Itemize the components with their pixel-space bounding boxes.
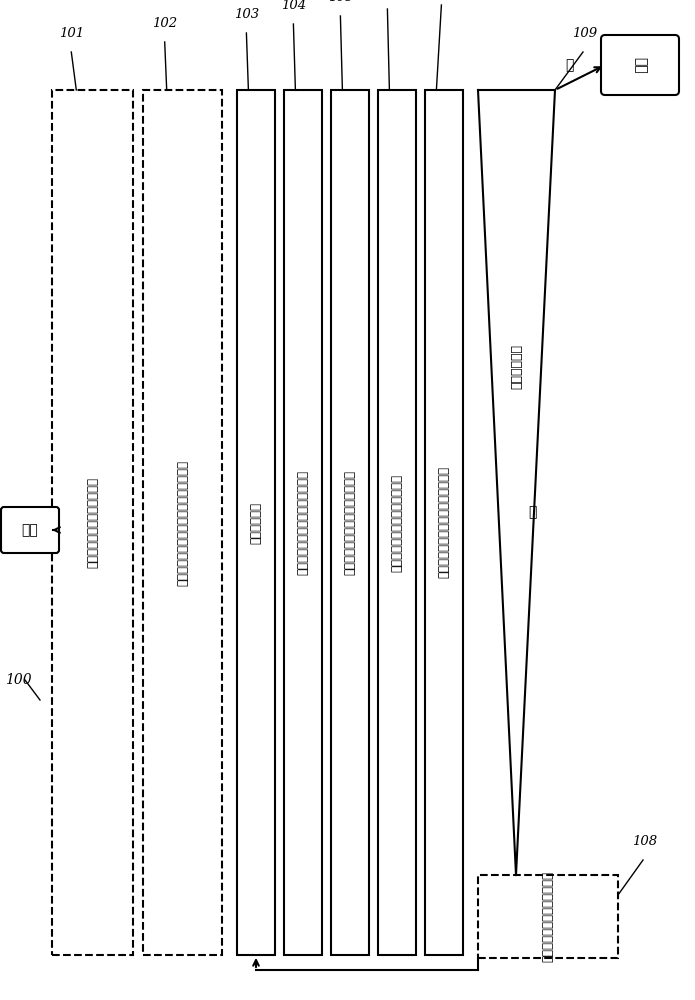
- Bar: [378, 90, 416, 955]
- FancyBboxPatch shape: [601, 35, 679, 95]
- Text: 105: 105: [328, 0, 353, 4]
- Text: 在接通之后经由通信网络建立通信: 在接通之后经由通信网络建立通信: [343, 470, 357, 575]
- Bar: [52, 90, 133, 955]
- Text: 响应于检测到的验证条件接通电流: 响应于检测到的验证条件接通电流: [297, 470, 309, 575]
- Text: 响应于检测到的关断条件来关断电流: 响应于检测到的关断条件来关断电流: [437, 466, 450, 578]
- Text: 响应于检测到的初始关断条件来关断电流: 响应于检测到的初始关断条件来关断电流: [176, 460, 189, 585]
- Text: 检测验证条件: 检测验证条件: [250, 502, 263, 544]
- Text: 109: 109: [573, 27, 598, 40]
- Text: 是: 是: [528, 506, 537, 520]
- Text: 检测针对电流的初始关断条件: 检测针对电流的初始关断条件: [86, 477, 99, 568]
- Bar: [478, 875, 618, 958]
- Text: 开始: 开始: [22, 523, 38, 537]
- FancyBboxPatch shape: [1, 507, 59, 553]
- Text: 结束: 结束: [633, 57, 647, 73]
- Bar: [237, 90, 275, 955]
- Text: 电流被关断？: 电流被关断？: [510, 344, 523, 389]
- Text: 108: 108: [632, 835, 657, 848]
- Text: 104: 104: [281, 0, 306, 12]
- Text: 103: 103: [234, 8, 259, 21]
- Text: 102: 102: [152, 17, 177, 30]
- Bar: [331, 90, 369, 955]
- Text: 101: 101: [59, 27, 84, 40]
- Bar: [425, 90, 463, 955]
- Text: 经由建立的通信来检测关断条件: 经由建立的通信来检测关断条件: [391, 474, 404, 572]
- Bar: [143, 90, 222, 955]
- Bar: [284, 90, 322, 955]
- Text: 100: 100: [5, 673, 31, 687]
- Text: 否: 否: [565, 58, 573, 72]
- Text: 当电流被关断时生成验证条件: 当电流被关断时生成验证条件: [541, 871, 555, 962]
